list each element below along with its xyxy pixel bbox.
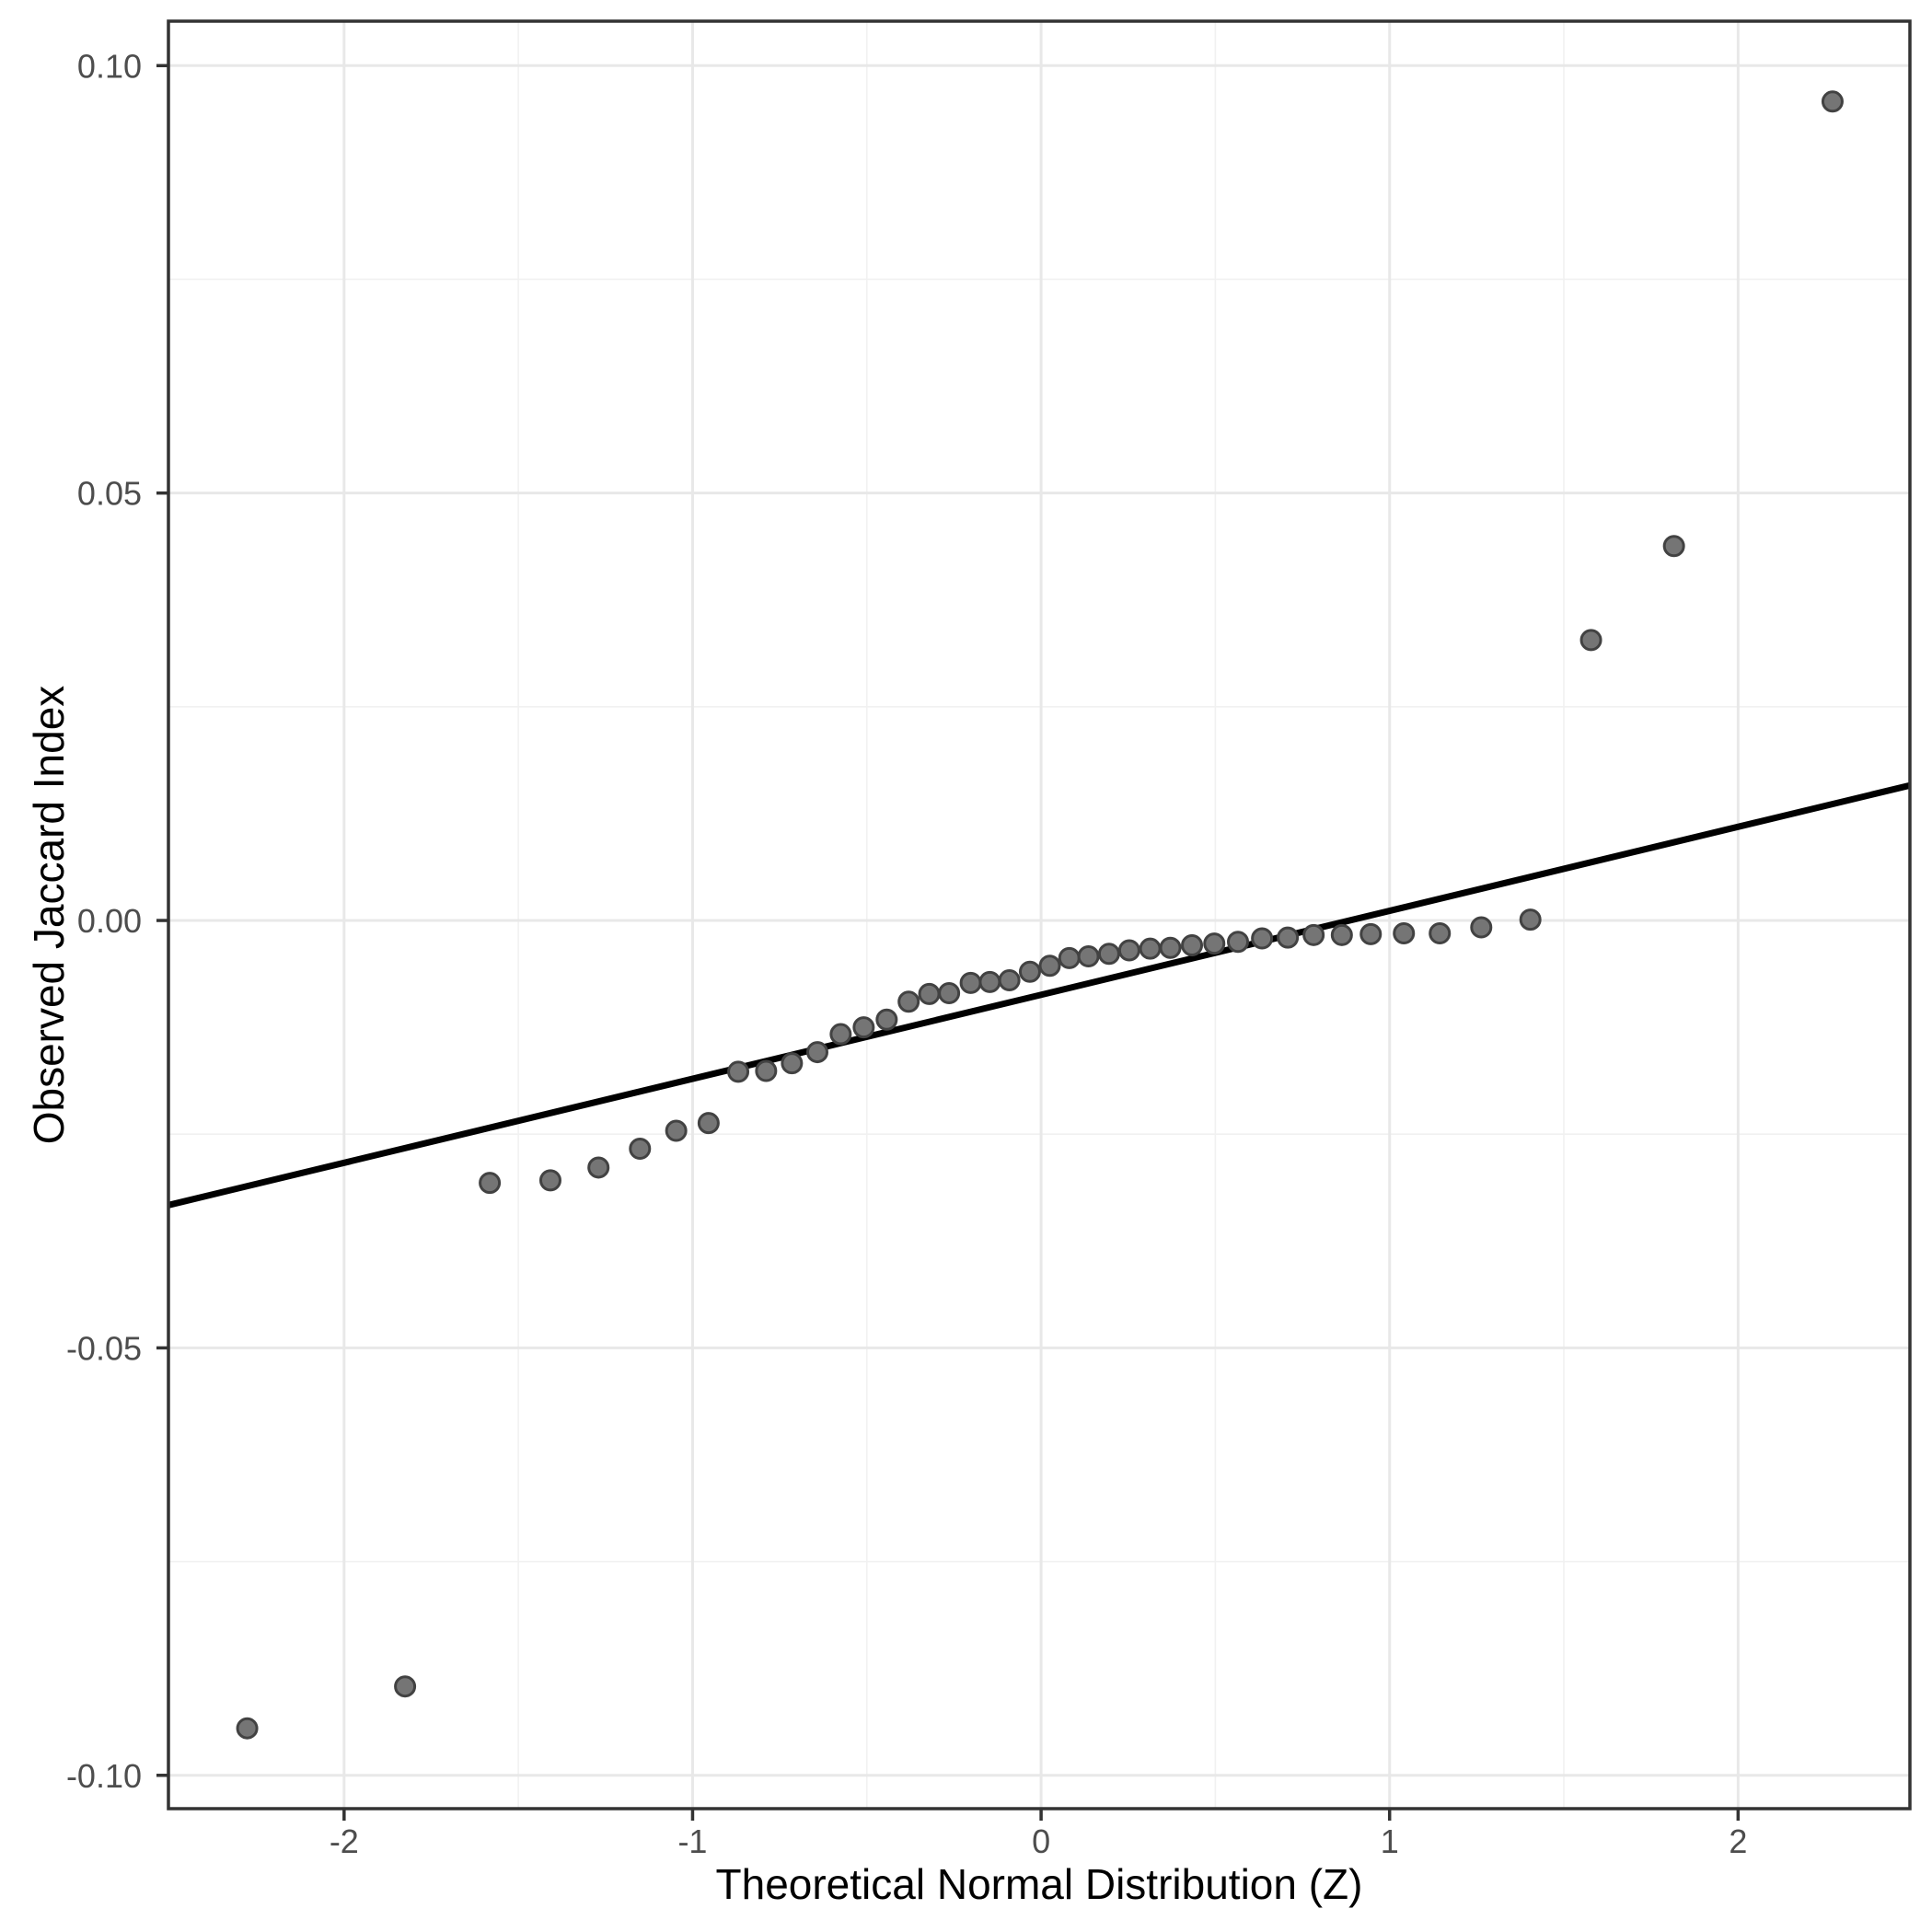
data-point xyxy=(1470,916,1493,939)
data-point xyxy=(1018,960,1041,983)
data-point xyxy=(978,970,1001,993)
data-point xyxy=(1393,921,1416,944)
x-tick-label: 2 xyxy=(1729,1822,1747,1860)
data-point xyxy=(1181,933,1204,956)
data-point xyxy=(829,1023,852,1046)
data-point xyxy=(755,1059,778,1082)
data-point xyxy=(665,1119,688,1142)
y-tick-label: 0.00 xyxy=(77,902,142,940)
x-axis-title: Theoretical Normal Distribution (Z) xyxy=(715,1860,1363,1908)
data-point xyxy=(806,1041,829,1064)
data-point xyxy=(897,990,920,1013)
data-point xyxy=(394,1675,417,1698)
data-point xyxy=(1579,629,1602,652)
data-point xyxy=(1429,921,1452,944)
y-axis-title: Observed Jaccard Index xyxy=(25,685,73,1145)
data-point xyxy=(1662,535,1685,558)
data-point xyxy=(852,1016,875,1039)
x-tick-label: -2 xyxy=(330,1822,359,1860)
data-point xyxy=(1097,943,1120,966)
data-point xyxy=(587,1156,610,1179)
data-point xyxy=(538,1169,561,1192)
y-tick-label: -0.05 xyxy=(66,1329,142,1367)
data-point xyxy=(1139,937,1162,960)
data-point xyxy=(1159,936,1182,959)
data-point xyxy=(1058,946,1081,969)
data-point xyxy=(959,971,982,994)
data-point xyxy=(1038,954,1061,978)
data-point xyxy=(1251,927,1274,950)
data-point xyxy=(1227,931,1250,954)
data-point xyxy=(875,1008,898,1031)
data-point xyxy=(1359,922,1382,945)
data-point xyxy=(697,1112,720,1135)
data-point xyxy=(236,1717,259,1740)
x-tick-label: 0 xyxy=(1032,1822,1050,1860)
panel-border xyxy=(167,19,1912,1811)
data-point xyxy=(479,1172,502,1195)
y-tick-label: 0.05 xyxy=(77,475,142,513)
data-point xyxy=(727,1060,750,1083)
data-point xyxy=(1519,908,1542,931)
data-point xyxy=(1117,939,1140,962)
data-point xyxy=(918,982,941,1005)
panel-background xyxy=(168,21,1910,1809)
data-point xyxy=(938,981,961,1004)
data-point xyxy=(1821,90,1844,113)
x-tick-label: -1 xyxy=(677,1822,707,1860)
data-point xyxy=(1277,926,1300,949)
data-point xyxy=(998,969,1021,992)
data-point xyxy=(781,1052,804,1075)
data-point xyxy=(1330,923,1353,946)
x-tick-label: 1 xyxy=(1381,1822,1399,1860)
y-tick-label: -0.10 xyxy=(66,1757,142,1795)
data-point xyxy=(629,1138,652,1161)
reference-line xyxy=(168,781,1911,1209)
data-point xyxy=(1302,923,1325,946)
data-point xyxy=(1203,932,1226,955)
y-tick-label: 0.10 xyxy=(77,47,142,85)
data-point xyxy=(1077,945,1100,968)
